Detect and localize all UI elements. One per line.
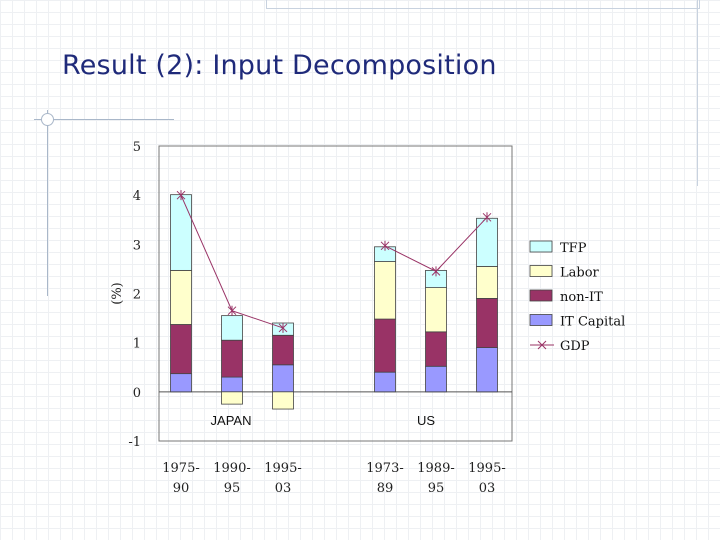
legend-label: GDP [560,339,590,354]
decorative-line-vertical [47,110,48,296]
bar-segment-tfp [221,315,243,341]
legend-label: non-IT [560,290,603,305]
y-tick-label: 5 [133,140,141,155]
legend-label: IT Capital [560,315,625,330]
bar-segment-labor [425,287,447,333]
bar-segment-non-it [170,324,192,375]
bar-segment-it-capital [170,373,192,393]
x-tick-label: 1973- [366,461,403,476]
x-tick-label: 1995- [264,461,301,476]
decorative-frame-top [266,0,700,9]
group-label: JAPAN [211,413,252,428]
bar-segment-labor [272,391,294,410]
bar-segment-it-capital [374,371,396,393]
y-tick-label: -1 [128,435,141,450]
x-tick-label: 95 [224,481,241,496]
decorative-line-right [697,0,698,186]
y-tick-label: 0 [133,386,141,401]
legend-swatch [529,314,553,326]
y-tick-label: 3 [133,238,141,253]
group-label: US [417,413,435,428]
y-tick-label: 4 [133,189,141,204]
bar-segment-tfp [170,194,192,271]
y-tick-label: 1 [133,337,141,352]
x-tick-label: 1989- [417,461,454,476]
bar-segment-it-capital [221,376,243,393]
bar-segment-labor [374,261,396,320]
bar-segment-labor [170,269,192,325]
bar-segment-non-it [221,339,243,378]
legend-marker [537,340,547,350]
bar-segment-non-it [425,331,447,367]
gdp-point [431,266,441,277]
bar-segment-it-capital [272,364,294,393]
bar-segment-non-it [374,318,396,373]
x-tick-label: 90 [173,481,190,496]
bar-segment-non-it [272,334,294,366]
x-tick-label: 95 [428,481,445,496]
legend-swatch [529,289,553,302]
x-tick-label: 89 [377,481,394,496]
decorative-circle-icon [41,113,54,126]
gdp-point [227,305,237,316]
legend-label: TFP [560,241,587,256]
plot-area [158,145,513,442]
bar-segment-it-capital [425,365,447,393]
legend-swatch [529,240,553,253]
slide-title: Result (2): Input Decomposition [62,50,497,81]
y-axis-label: (%) [110,282,125,305]
bar-segment-labor [476,266,498,299]
x-tick-label: 1995- [468,461,505,476]
x-tick-label: 03 [275,481,292,496]
bar-segment-it-capital [476,347,498,393]
x-tick-label: 1975- [162,461,199,476]
gdp-point [176,190,186,201]
x-tick-label: 03 [479,481,496,496]
gdp-line [384,216,488,272]
bar-segment-labor [221,391,243,405]
gdp-point [380,240,390,251]
decorative-line-horizontal [34,119,174,120]
gdp-point [278,322,288,333]
bar-segment-non-it [476,298,498,348]
y-tick-label: 2 [133,288,141,303]
gdp-point [482,212,492,223]
legend-label: Labor [560,266,600,281]
x-tick-label: 1990- [213,461,250,476]
legend-swatch [529,265,553,277]
